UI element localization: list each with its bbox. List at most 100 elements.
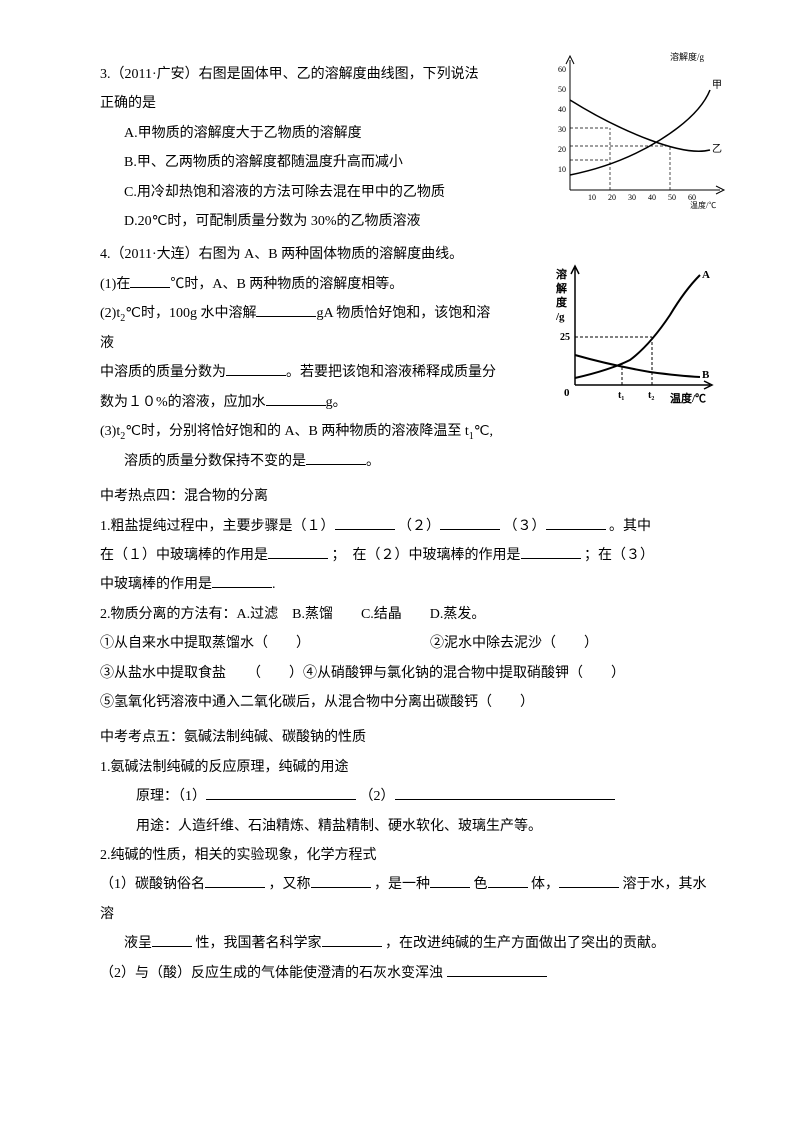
t: 。若要把该饱和溶液稀释成质量分 (286, 365, 496, 380)
q3-solubility-chart: 1020 3040 5060 1020 3040 5060 溶解度/g 温度/℃ (540, 50, 730, 221)
t: 体， (531, 877, 559, 892)
q3-option-a: A.甲物质的溶解度大于乙物质的溶解度 (100, 119, 480, 148)
q4-part1: (1)在℃时，A、B 两种物质的溶解度相等。 (100, 270, 500, 299)
t: 溶质的质量分数保持不变的是 (124, 454, 306, 469)
hot4-q1-l3: 中玻璃棒的作用是. (100, 570, 710, 599)
blank (395, 786, 615, 800)
q4-ytick-25: 25 (560, 332, 570, 343)
hotpoint-4: 中考热点四：混合物的分离 1.粗盐提纯过程中，主要步骤是（１） （２） （３） … (100, 482, 710, 717)
t: 1.粗盐提纯过程中，主要步骤是（１） (100, 519, 335, 534)
q4-p1-b: ℃时，A、B 两种物质的溶解度相等。 (170, 277, 403, 292)
blank (206, 786, 356, 800)
hot4-q2-1: ①从自来水中提取蒸馏水（ ） (100, 629, 430, 658)
blank (152, 933, 192, 947)
hot5-q2-2: （2）与（酸）反应生成的气体能使澄清的石灰水变浑浊 (100, 959, 710, 988)
hot4-q1-l1: 1.粗盐提纯过程中，主要步骤是（１） （２） （３） 。其中 (100, 512, 710, 541)
hotpoint-5: 中考考点五：氨碱法制纯碱、碳酸钠的性质 1.氨碱法制纯碱的反应原理，纯碱的用途 … (100, 723, 710, 988)
q3-x-ticks: 1020 3040 5060 (588, 193, 696, 202)
hot4-q2-row2: ③从盐水中提取食盐 （ ）④从硝酸钾与氯化钠的混合物中提取硝酸钾（ ） (100, 659, 710, 688)
t: . (272, 577, 276, 592)
q4-xtick-t1: t₁ (618, 390, 624, 401)
blank (559, 874, 619, 888)
q3-option-c: C.用冷却热饱和溶液的方法可除去混在甲中的乙物质 (100, 178, 480, 207)
t: 液呈 (124, 936, 152, 951)
t: （1）碳酸钠俗名 (100, 877, 205, 892)
q3-option-b: B.甲、乙两物质的溶解度都随温度升高而减小 (100, 148, 480, 177)
q3-y-axis-label: 溶解度/g (670, 51, 705, 62)
hot5-title: 中考考点五：氨碱法制纯碱、碳酸钠的性质 (100, 723, 710, 752)
blank (322, 933, 382, 947)
blank (521, 545, 581, 559)
t: 色 (474, 877, 488, 892)
hot5-q2-1-l1: （1）碳酸钠俗名 ，又称 ，是一种 色 体， 溶于水，其水溶 (100, 870, 710, 929)
blank (130, 274, 170, 288)
svg-text:30: 30 (628, 193, 636, 202)
blank (430, 874, 470, 888)
q4-dashed (575, 337, 652, 385)
t: 中溶质的质量分数为 (100, 365, 226, 380)
q4-x-axis-label: 温度/℃ (670, 391, 706, 405)
blank (335, 516, 395, 530)
blank (311, 874, 371, 888)
question-3: 3.（2011·广安）右图是固体甲、乙的溶解度曲线图，下列说法 正确的是 A.甲… (100, 60, 710, 236)
svg-text:50: 50 (668, 193, 676, 202)
t: ；在（３） (584, 548, 654, 563)
t: ，又称 (269, 877, 311, 892)
svg-text:溶: 溶 (556, 267, 567, 281)
svg-text:20: 20 (558, 145, 566, 154)
blank (488, 874, 528, 888)
blank (440, 516, 500, 530)
t: 性，我国著名科学家 (196, 936, 322, 951)
blank (266, 392, 326, 406)
q4-origin: 0 (564, 387, 570, 399)
question-4: 4.（2011·大连）右图为 A、B 两种固体物质的溶解度曲线。 (1)在℃时，… (100, 240, 710, 476)
t: ； 在（２）中玻璃棒的作用是 (332, 548, 521, 563)
hot5-q1: 1.氨碱法制纯碱的反应原理，纯碱的用途 (100, 753, 710, 782)
t: 在（１）中玻璃棒的作用是 (100, 548, 268, 563)
t: (3)t (100, 424, 120, 439)
q4-solubility-chart: 溶 解 度 /g 25 0 t₁ t₂ 温度/℃ A B (550, 260, 720, 421)
q4-chart-svg: 溶 解 度 /g 25 0 t₁ t₂ 温度/℃ A B (550, 260, 720, 410)
hot4-q2-3: ③从盐水中提取食盐 （ ） (100, 666, 303, 681)
hot4-q2-2: ②泥水中除去泥沙（ ） (430, 629, 598, 658)
hot5-q1-principle: 原理：（1） （2） (100, 782, 710, 811)
hot4-q2-row1: ①从自来水中提取蒸馏水（ ） ②泥水中除去泥沙（ ） (100, 629, 710, 658)
blank (447, 963, 547, 977)
q3-label-jia: 甲 (712, 80, 722, 91)
t: ℃, (474, 424, 493, 439)
q4-part3-l1: (3)t2℃时，分别将恰好饱和的 A、B 两种物质的溶液降温至 t1℃, (100, 417, 500, 447)
q4-part3-l2: 溶质的质量分数保持不变的是 。 (100, 447, 710, 476)
hot4-title: 中考热点四：混合物的分离 (100, 482, 710, 511)
blank (306, 451, 366, 465)
hot4-q1-l2: 在（１）中玻璃棒的作用是 ； 在（２）中玻璃棒的作用是 ；在（３） (100, 541, 710, 570)
q3-y-ticks: 1020 3040 5060 (558, 65, 566, 174)
hot4-q2: 2.物质分离的方法有：A.过滤 B.蒸馏 C.结晶 D.蒸发。 (100, 600, 710, 629)
q3-stem-line2: 正确的是 (100, 89, 480, 118)
q3-text-block: 3.（2011·广安）右图是固体甲、乙的溶解度曲线图，下列说法 正确的是 A.甲… (100, 60, 480, 236)
t: （2） (360, 789, 395, 804)
q4-text-block: 4.（2011·大连）右图为 A、B 两种固体物质的溶解度曲线。 (1)在℃时，… (100, 240, 500, 447)
q4-label-b: B (702, 369, 710, 381)
q4-xtick-t2: t₂ (648, 390, 654, 401)
svg-text:40: 40 (558, 105, 566, 114)
blank (226, 362, 286, 376)
svg-text:40: 40 (648, 193, 656, 202)
q4-curve-a (575, 275, 700, 378)
t: 中玻璃棒的作用是 (100, 577, 212, 592)
t: g。 (326, 395, 347, 410)
t: 。 (366, 454, 380, 469)
svg-text:20: 20 (608, 193, 616, 202)
q3-chart-svg: 1020 3040 5060 1020 3040 5060 溶解度/g 温度/℃ (540, 50, 730, 210)
t: (2)t (100, 306, 120, 321)
t: （２） (398, 519, 440, 534)
t: （３） (504, 519, 546, 534)
hot5-q2-1-l2: 液呈 性，我国著名科学家 ，在改进纯碱的生产方面做出了突出的贡献。 (100, 929, 710, 958)
t: 原理：（1） (136, 789, 206, 804)
svg-text:10: 10 (588, 193, 596, 202)
q3-stem-line1: 3.（2011·广安）右图是固体甲、乙的溶解度曲线图，下列说法 (100, 60, 480, 89)
t: ℃时，分别将恰好饱和的 A、B 两种物质的溶液降温至 t (125, 424, 469, 439)
q4-stem: 4.（2011·大连）右图为 A、B 两种固体物质的溶解度曲线。 (100, 240, 500, 269)
q4-part2-l1: (2)t2℃时，100g 水中溶解gA 物质恰好饱和，该饱和溶液 (100, 299, 500, 358)
hot4-q2-4: ④从硝酸钾与氯化钠的混合物中提取硝酸钾（ ） (303, 666, 625, 681)
q4-part2-l2: 中溶质的质量分数为 。若要把该饱和溶液稀释成质量分 (100, 358, 500, 387)
